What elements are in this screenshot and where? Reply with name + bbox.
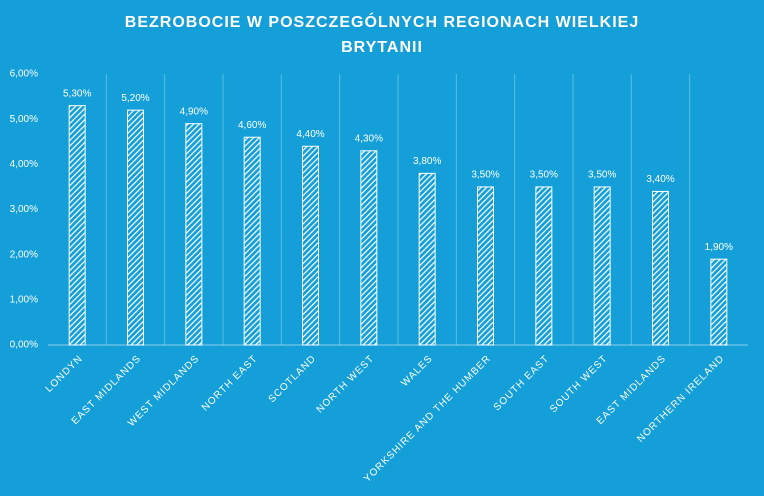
y-tick-label: 1,00% (10, 294, 38, 305)
bar (477, 186, 494, 346)
x-tick-label: WALES (399, 353, 435, 389)
x-tick-label: SCOTLAND (267, 353, 319, 405)
bar (185, 123, 203, 346)
y-tick-label: 5,00% (10, 114, 38, 125)
value-label: 3,50% (530, 170, 558, 181)
x-tick-label: SOUTH WEST (548, 353, 610, 415)
value-label: 3,40% (646, 174, 674, 185)
bar (243, 136, 261, 346)
bar (710, 258, 728, 346)
y-tick-label: 2,00% (10, 249, 38, 260)
value-label: 4,40% (296, 129, 324, 140)
y-tick-label: 6,00% (10, 69, 38, 80)
value-label: 1,90% (705, 242, 733, 253)
value-label: 4,30% (355, 133, 383, 144)
bar (302, 145, 319, 346)
bar (535, 186, 553, 346)
x-tick-label: NORTH WEST (315, 353, 377, 415)
bar (68, 105, 86, 346)
value-label: 3,80% (413, 156, 441, 167)
chart-title: BEZROBOCIE W POSZCZEGÓLNYCH REGIONACH WI… (124, 14, 640, 56)
value-label: 5,30% (63, 88, 91, 99)
bar (652, 190, 669, 346)
bar (593, 186, 611, 346)
bar (360, 150, 378, 346)
x-tick-label: NORTH EAST (200, 353, 260, 413)
x-tick-label: LONDYN (44, 353, 85, 394)
value-label: 3,50% (588, 170, 616, 181)
value-label: 5,20% (121, 93, 149, 104)
bar (127, 109, 144, 346)
y-tick-label: 4,00% (10, 159, 38, 170)
y-tick-label: 0,00% (10, 340, 38, 351)
value-label: 3,50% (471, 170, 499, 181)
value-label: 4,90% (180, 106, 208, 117)
x-tick-label: SOUTH EAST (492, 353, 552, 413)
x-tick-label: YORKSHIRE AND THE HUMBER (362, 353, 493, 484)
bar (418, 172, 436, 346)
value-label: 4,60% (238, 120, 266, 131)
y-tick-label: 3,00% (10, 204, 38, 215)
